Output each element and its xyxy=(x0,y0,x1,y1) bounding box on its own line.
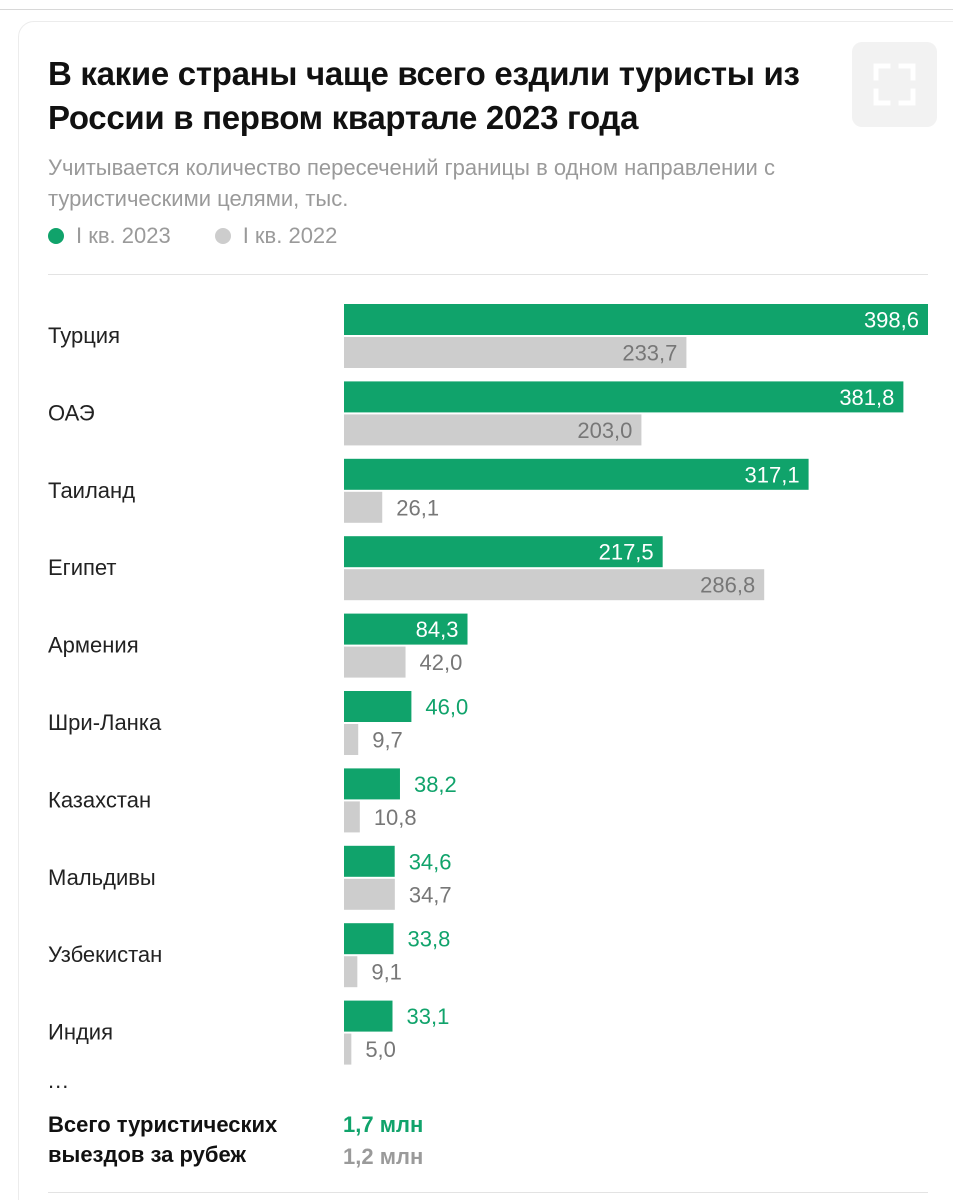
value-label-2023-row-9: 33,8 xyxy=(408,927,451,952)
value-label-2023-row-5: 84,3 xyxy=(416,617,459,642)
value-label-2022-row-5: 42,0 xyxy=(420,650,463,675)
bar-2023-row-1 xyxy=(344,304,928,335)
legend-label-2022: I кв. 2022 xyxy=(242,223,338,248)
legend-divider xyxy=(48,274,928,275)
value-label-2023-row-7: 38,2 xyxy=(414,772,457,797)
category-label-row-2: ОАЭ xyxy=(48,400,95,425)
category-label-row-10: Индия xyxy=(48,1020,113,1045)
bar-2022-row-4 xyxy=(344,569,765,601)
value-label-2022-row-4: 286,8 xyxy=(700,573,755,598)
value-label-2022-row-9: 9,1 xyxy=(371,960,402,985)
value-label-2023-row-3: 317,1 xyxy=(745,462,800,487)
bar-chart: Турция 398,6 233,7 ОАЭ 381,8 203,0 Таиланд 317,… xyxy=(48,304,928,1065)
chart-card xyxy=(18,21,953,1200)
bar-2023-row-3 xyxy=(344,458,809,490)
bar-2023-row-2 xyxy=(344,381,904,413)
legend: I кв. 2023 I кв. 2022 xyxy=(48,221,381,251)
bottom-divider xyxy=(48,1192,928,1193)
value-label-2022-row-2: 203,0 xyxy=(577,418,632,443)
value-label-2022-row-7: 10,8 xyxy=(374,805,417,830)
value-label-2023-row-4: 217,5 xyxy=(599,540,654,565)
bar-2022-row-7 xyxy=(344,801,360,833)
legend-item-2023: I кв. 2023 xyxy=(48,223,171,249)
more-rows-ellipsis: ... xyxy=(48,1068,70,1093)
category-label-row-9: Узбекистан xyxy=(48,942,162,967)
category-label-row-7: Казахстан xyxy=(48,787,151,812)
bar-2023-row-7 xyxy=(344,768,400,800)
bar-2022-row-6 xyxy=(344,724,359,755)
bar-2023-row-10 xyxy=(344,1000,393,1032)
category-label-row-4: Египет xyxy=(48,555,116,580)
bar-2023-row-5 xyxy=(344,613,468,645)
value-label-2023-row-2: 381,8 xyxy=(839,385,894,410)
value-label-2022-row-1: 233,7 xyxy=(622,341,677,366)
chart-title: В какие страны чаще всего ездили туристы… xyxy=(48,55,800,136)
category-label-row-3: Таиланд xyxy=(48,478,135,503)
value-label-2023-row-6: 46,0 xyxy=(425,695,468,720)
value-label-2022-row-3: 26,1 xyxy=(396,495,439,520)
bar-2022-row-10 xyxy=(344,1033,352,1065)
legend-dot-2022-icon xyxy=(214,228,231,244)
legend-dot-2023-icon xyxy=(48,228,64,244)
bar-2023-row-4 xyxy=(344,536,663,568)
bar-2022-row-5 xyxy=(344,646,406,678)
bar-2022-row-3 xyxy=(344,491,383,523)
bar-2023-row-9 xyxy=(344,923,394,955)
value-label-2022-row-6: 9,7 xyxy=(372,728,403,753)
value-label-2022-row-10: 5,0 xyxy=(365,1037,396,1062)
category-label-row-6: Шри-Ланка xyxy=(48,710,162,735)
total-value-2023: 1,7 млн xyxy=(343,1112,424,1137)
bar-2023-row-8 xyxy=(344,845,395,877)
category-label-row-5: Армения xyxy=(48,633,139,658)
bar-2022-row-2 xyxy=(344,414,642,446)
expand-button[interactable] xyxy=(852,42,937,127)
value-label-2023-row-10: 33,1 xyxy=(406,1004,449,1029)
category-label-row-8: Мальдивы xyxy=(48,865,156,890)
value-label-2023-row-1: 398,6 xyxy=(864,308,919,333)
value-label-2022-row-8: 34,7 xyxy=(409,882,452,907)
bar-2022-row-8 xyxy=(344,878,395,910)
category-label-row-1: Турция xyxy=(48,323,120,348)
legend-item-2022: I кв. 2022 xyxy=(214,223,338,249)
total-value-2022: 1,2 млн xyxy=(343,1144,424,1169)
bar-2022-row-9 xyxy=(344,956,358,988)
total-label: Всего туристических выездов за рубеж xyxy=(48,1112,278,1167)
bar-2022-row-1 xyxy=(344,337,687,368)
chart-subtitle: Учитывается количество пересечений грани… xyxy=(48,155,775,211)
legend-label-2023: I кв. 2023 xyxy=(76,223,171,248)
expand-icon xyxy=(873,63,916,106)
bar-2023-row-6 xyxy=(344,691,412,722)
value-label-2023-row-8: 34,6 xyxy=(409,849,452,874)
top-divider xyxy=(0,9,953,10)
